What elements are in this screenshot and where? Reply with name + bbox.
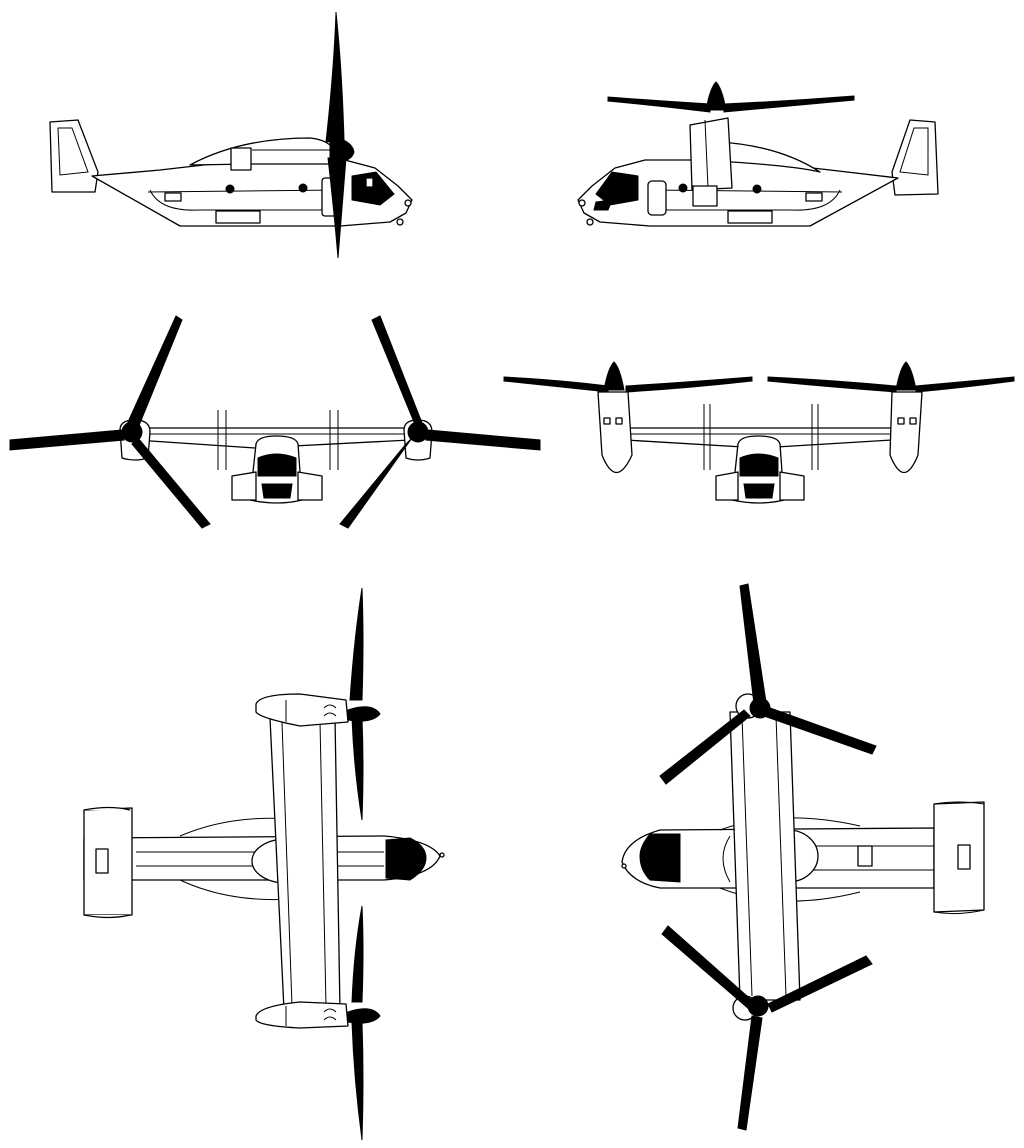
right-side-view [577,81,939,227]
cockpit-windows [385,837,427,881]
cockpit-window [595,171,639,206]
nacelle-upper [255,693,349,727]
wing-nacelle [189,137,336,166]
nacelle-right [889,391,923,474]
top-view [83,587,445,1141]
wing [269,717,341,1011]
cockpit-window [351,171,395,206]
rotor-blade-left [607,96,711,113]
rotor-hub [705,81,727,111]
rotor-blade-lower [327,157,347,259]
front-view-helicopter-mode [503,361,1015,504]
bottom-view [621,583,985,1131]
rotor-blade [349,587,364,701]
nacelle-vertical [689,117,733,191]
nacelle-lower [255,1001,349,1029]
nacelle-left [597,391,633,474]
tail-fin [891,119,939,196]
left-side-view [49,11,413,259]
wing [729,711,801,1001]
front-view-airplane-mode [9,315,541,529]
tail-fin [49,119,99,193]
rotor-blade [739,583,767,705]
rotor-blade-right [723,95,855,113]
rotor-blade-upper [325,11,345,143]
